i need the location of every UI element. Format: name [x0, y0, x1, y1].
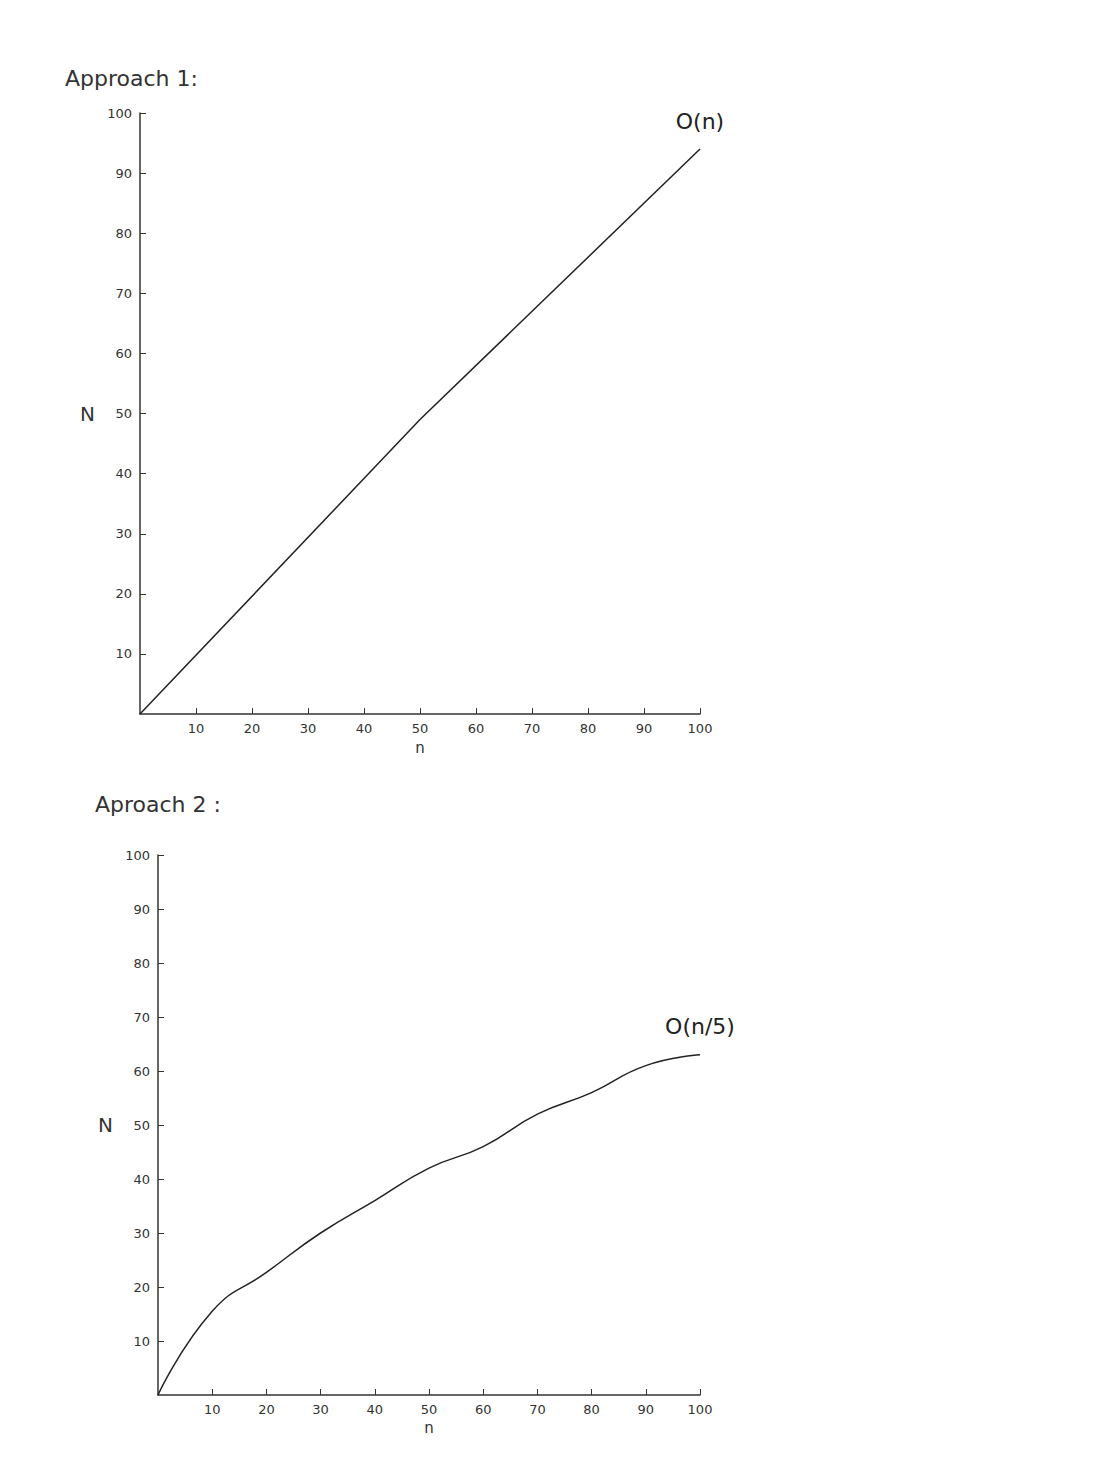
svg-text:60: 60: [475, 1402, 492, 1417]
svg-text:30: 30: [300, 721, 317, 736]
svg-text:N: N: [80, 402, 95, 426]
svg-text:20: 20: [244, 721, 261, 736]
svg-text:40: 40: [367, 1402, 384, 1417]
svg-text:20: 20: [133, 1280, 150, 1295]
svg-text:100: 100: [125, 848, 150, 863]
svg-text:n: n: [415, 739, 425, 757]
svg-text:60: 60: [468, 721, 485, 736]
svg-text:80: 80: [133, 956, 150, 971]
svg-text:n: n: [424, 1419, 434, 1437]
svg-text:N: N: [98, 1113, 113, 1137]
svg-text:70: 70: [115, 286, 132, 301]
svg-text:40: 40: [115, 466, 132, 481]
svg-text:10: 10: [204, 1402, 221, 1417]
svg-text:Aproach 2 :: Aproach 2 :: [95, 792, 221, 817]
svg-text:30: 30: [115, 526, 132, 541]
svg-text:90: 90: [133, 902, 150, 917]
svg-text:10: 10: [133, 1334, 150, 1349]
svg-text:10: 10: [188, 721, 205, 736]
svg-text:90: 90: [638, 1402, 655, 1417]
svg-text:50: 50: [115, 406, 132, 421]
svg-text:90: 90: [636, 721, 653, 736]
svg-text:50: 50: [421, 1402, 438, 1417]
svg-text:40: 40: [356, 721, 373, 736]
svg-text:20: 20: [258, 1402, 275, 1417]
svg-text:30: 30: [133, 1226, 150, 1241]
svg-text:70: 70: [133, 1010, 150, 1025]
svg-text:60: 60: [115, 346, 132, 361]
svg-text:30: 30: [312, 1402, 329, 1417]
svg-text:10: 10: [115, 646, 132, 661]
svg-text:50: 50: [412, 721, 429, 736]
svg-text:100: 100: [688, 721, 713, 736]
svg-text:100: 100: [688, 1402, 713, 1417]
svg-text:O(n/5): O(n/5): [665, 1014, 735, 1039]
svg-text:80: 80: [583, 1402, 600, 1417]
svg-text:Approach 1:: Approach 1:: [65, 66, 198, 91]
svg-text:40: 40: [133, 1172, 150, 1187]
svg-text:20: 20: [115, 586, 132, 601]
svg-text:90: 90: [115, 166, 132, 181]
svg-text:80: 80: [580, 721, 597, 736]
svg-text:80: 80: [115, 226, 132, 241]
svg-text:O(n): O(n): [676, 109, 724, 134]
svg-text:70: 70: [524, 721, 541, 736]
svg-text:70: 70: [529, 1402, 546, 1417]
svg-text:100: 100: [107, 106, 132, 121]
svg-text:60: 60: [133, 1064, 150, 1079]
svg-text:50: 50: [133, 1118, 150, 1133]
